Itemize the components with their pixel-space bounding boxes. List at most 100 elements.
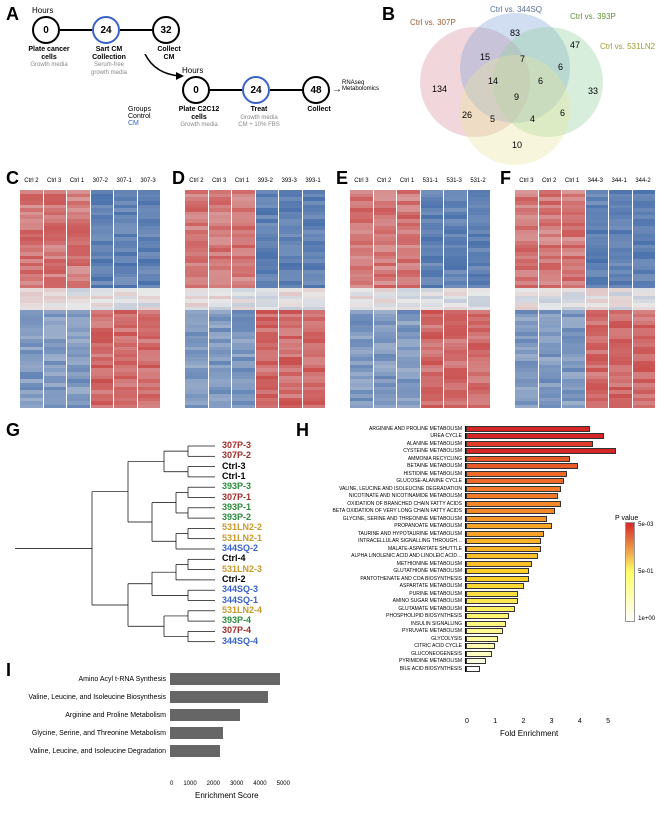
enrichment-bar — [466, 471, 567, 477]
enrichment-row: Alanine Metabolism — [300, 440, 655, 448]
heatmap-col-label: Ctrl 1 — [235, 178, 249, 190]
dendro-leaf-label: 344SQ-4 — [222, 636, 258, 646]
enrichment-label: Insulin Signalling — [300, 621, 465, 627]
enrichment-row: Betaine Metabolism — [300, 463, 655, 471]
enrichment-label: Pyruvate Metabolism — [300, 628, 465, 634]
enrichment-label: Valine, Leucine, and Isoleucine Biosynth… — [10, 694, 170, 701]
enrichment-bar — [466, 531, 544, 537]
timeline-node: 0 — [182, 76, 210, 104]
enrichment-row: Pyrimidine Metabolism — [300, 658, 655, 666]
enrichment-row: Aspartate Metabolism — [300, 583, 655, 591]
enrichment-row: Intracellular Signalling Through… — [300, 538, 655, 546]
heatmap-col-label: 393-1 — [305, 178, 320, 190]
enrichment-label: Nicotinate and Nicotinamide Metabolism — [300, 493, 465, 499]
enrichment-label: Aspartate Metabolism — [300, 583, 465, 589]
heatmap-f: Ctrl 3Ctrl 2Ctrl 1344-3344-1344-2 — [515, 178, 655, 408]
axis-tick: 4 — [578, 718, 582, 725]
enrichment-label: Citric Acid Cycle — [300, 643, 465, 649]
enrichment-label: Taurine and Hypotaurine Metabolism — [300, 531, 465, 537]
dendro-leaf-label: 307P-4 — [222, 625, 251, 635]
venn-count: 134 — [432, 84, 447, 94]
enrichment-row: Urea Cycle — [300, 433, 655, 441]
dendro-leaf-label: 393P-4 — [222, 615, 251, 625]
panel-label-f: F — [500, 168, 511, 189]
enrichment-row: Amino Acyl t-RNA Synthesis — [10, 670, 310, 688]
heatmap-col-label: Ctrl 3 — [47, 178, 61, 190]
axis-tick: 2 — [521, 718, 525, 725]
enrichment-row: Taurine and Hypotaurine Metabolism — [300, 530, 655, 538]
enrichment-row: Alpha Linolenic Acid and Linoleic Acid… — [300, 553, 655, 561]
enrichment-label: Phospholipid Biosynthesis — [300, 613, 465, 619]
dendro-leaf-label: 307P-1 — [222, 492, 251, 502]
venn-count: 7 — [520, 54, 525, 64]
enrichment-label: Glycine, Serine and Threonine Metabolism — [300, 516, 465, 522]
enrichment-row: Bile Acid Biosynthesis — [300, 665, 655, 673]
heatmap-col-label: 307-2 — [93, 178, 108, 190]
enrichment-row: Arginine and Proline Metabolism — [10, 706, 310, 724]
enrichment-label: Intracellular Signalling Through… — [300, 538, 465, 544]
enrichment-row: Valine, Leucine, and Isoleucine Degradat… — [10, 742, 310, 760]
enrichment-row: Ammonia Recycling — [300, 455, 655, 463]
heatmap-col-label: 344-1 — [612, 178, 627, 190]
panel-g-dendrogram: 307P-3307P-2Ctrl-3Ctrl-1393P-3307P-1393P… — [10, 430, 285, 650]
enrichment-row: Citric Acid Cycle — [300, 643, 655, 651]
enrichment-row: Methionine Metabolism — [300, 560, 655, 568]
axis-tick: 0 — [465, 718, 469, 725]
dendro-leaf-label: 393P-1 — [222, 502, 251, 512]
enrichment-bar — [466, 523, 552, 529]
timeline-node: 32 — [152, 16, 180, 44]
enrichment-label: Amino Sugar Metabolism — [300, 598, 465, 604]
dendro-leaf-label: 307P-3 — [222, 440, 251, 450]
heatmap-c: Ctrl 2Ctrl 3Ctrl 1307-2307-1307-3 — [20, 178, 160, 408]
venn-set-label: Ctrl vs. 344SQ — [490, 5, 542, 14]
hours-label-2: Hours — [182, 66, 203, 75]
heatmap-col-label: 393-2 — [258, 178, 273, 190]
pvalue-legend: P value 5e-03 5e-01 1e+00 — [615, 515, 655, 622]
arrow-icon: → — [332, 84, 342, 95]
venn-count: 6 — [558, 62, 563, 72]
enrichment-bar — [466, 591, 518, 597]
enrichment-bar — [466, 583, 524, 589]
enrichment-label: Pantothenate and CoA Biosynthesis — [300, 576, 465, 582]
enrichment-row: Cysteine Metabolism — [300, 448, 655, 456]
enrichment-row: Glutathione Metabolism — [300, 568, 655, 576]
enrichment-label: Purine Metabolism — [300, 591, 465, 597]
heatmap-col-label: Ctrl 3 — [354, 178, 368, 190]
hours-label: Hours — [32, 6, 53, 15]
enrichment-bar — [466, 628, 503, 634]
panel-label-c: C — [6, 168, 19, 189]
heatmap-col-label: 344-3 — [588, 178, 603, 190]
heatmap-col-label: 393-3 — [282, 178, 297, 190]
venn-count: 33 — [588, 86, 598, 96]
panel-label-e: E — [336, 168, 348, 189]
enrichment-label: Glutamate Metabolism — [300, 606, 465, 612]
enrichment-label: Betaine Metabolism — [300, 463, 465, 469]
heatmap-col-label: Ctrl 3 — [519, 178, 533, 190]
dendro-leaf-label: 531LN2-3 — [222, 564, 262, 574]
enrichment-row: Malate-Aspartate Shuttle — [300, 545, 655, 553]
enrichment-bar — [466, 546, 541, 552]
dendro-leaf-label: Ctrl-2 — [222, 574, 246, 584]
enrichment-row: Amino Sugar Metabolism — [300, 598, 655, 606]
enrichment-label: Glucose-Alanine Cycle — [300, 478, 465, 484]
enrichment-bar — [466, 613, 509, 619]
enrichment-bar — [466, 441, 593, 447]
heatmap-d: Ctrl 2Ctrl 3Ctrl 1393-2393-3393-1 — [185, 178, 325, 408]
panel-i-enrichment: Amino Acyl t-RNA Synthesis Valine, Leucin… — [10, 670, 310, 805]
enrichment-label: Alanine Metabolism — [300, 441, 465, 447]
enrichment-row: Beta Oxidation of Very Long Chain Fatty … — [300, 508, 655, 516]
i-xlabel: Enrichment Score — [195, 791, 259, 800]
enrichment-label: Ammonia Recycling — [300, 456, 465, 462]
timeline-label: Plate C2C12cellsGrowth media — [174, 106, 224, 129]
venn-count: 5 — [490, 114, 495, 124]
enrichment-bar — [466, 508, 555, 514]
enrichment-bar — [466, 621, 506, 627]
timeline-node: 48 — [302, 76, 330, 104]
enrichment-bar — [466, 456, 570, 462]
venn-count: 83 — [510, 28, 520, 38]
enrichment-row: Glycine, Serine and Threonine Metabolism — [300, 515, 655, 523]
venn-count: 14 — [488, 76, 498, 86]
timeline-node: 24 — [242, 76, 270, 104]
panel-label-d: D — [172, 168, 185, 189]
enrichment-label: Histidine Metabolism — [300, 471, 465, 477]
